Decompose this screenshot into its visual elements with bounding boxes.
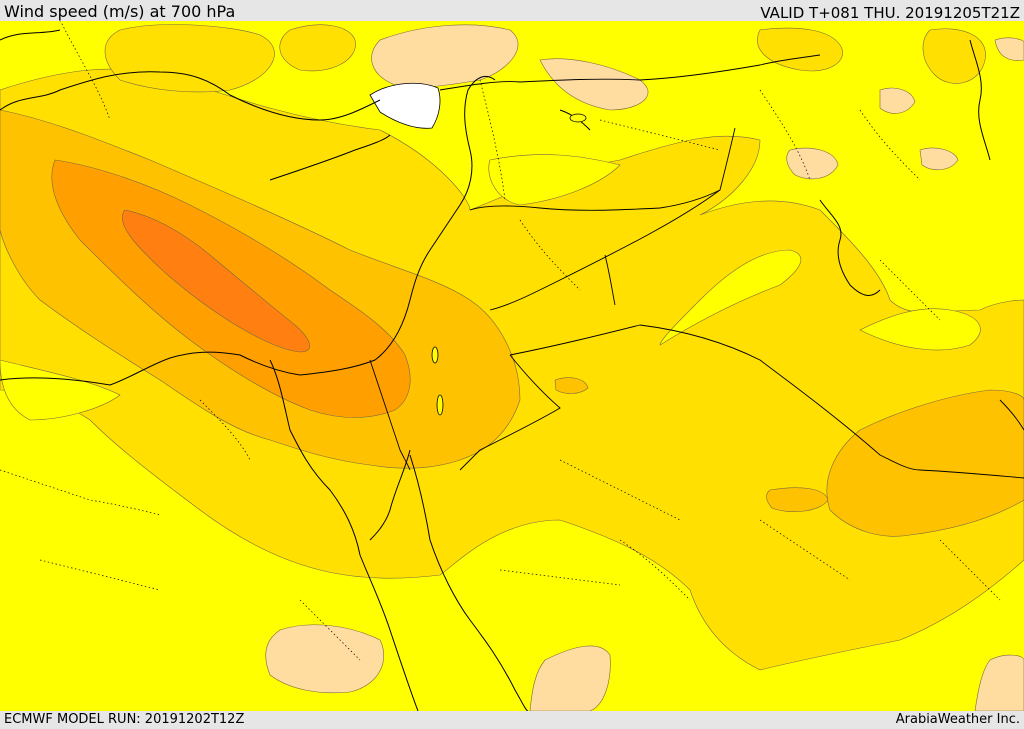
model-run-label: ECMWF MODEL RUN: 20191202T12Z	[4, 712, 245, 727]
wind-shading-level-4	[121, 209, 310, 353]
country-borders	[369, 54, 1024, 479]
no-data-patch	[369, 82, 441, 129]
lakes	[431, 113, 587, 416]
credit-label: ArabiaWeather Inc.	[895, 712, 1020, 727]
wind-shading-lulls	[0, 154, 981, 421]
map-title: Wind speed (m/s) at 700 hPa	[4, 2, 236, 21]
province-borders	[0, 21, 1001, 661]
footer-bar	[0, 711, 1024, 729]
wind-speed-map	[0, 21, 1024, 711]
valid-time: VALID T+081 THU. 20191205T21Z	[760, 4, 1020, 22]
coastlines	[0, 29, 991, 711]
calm-patches	[265, 24, 1024, 711]
header-bar	[0, 0, 1024, 21]
